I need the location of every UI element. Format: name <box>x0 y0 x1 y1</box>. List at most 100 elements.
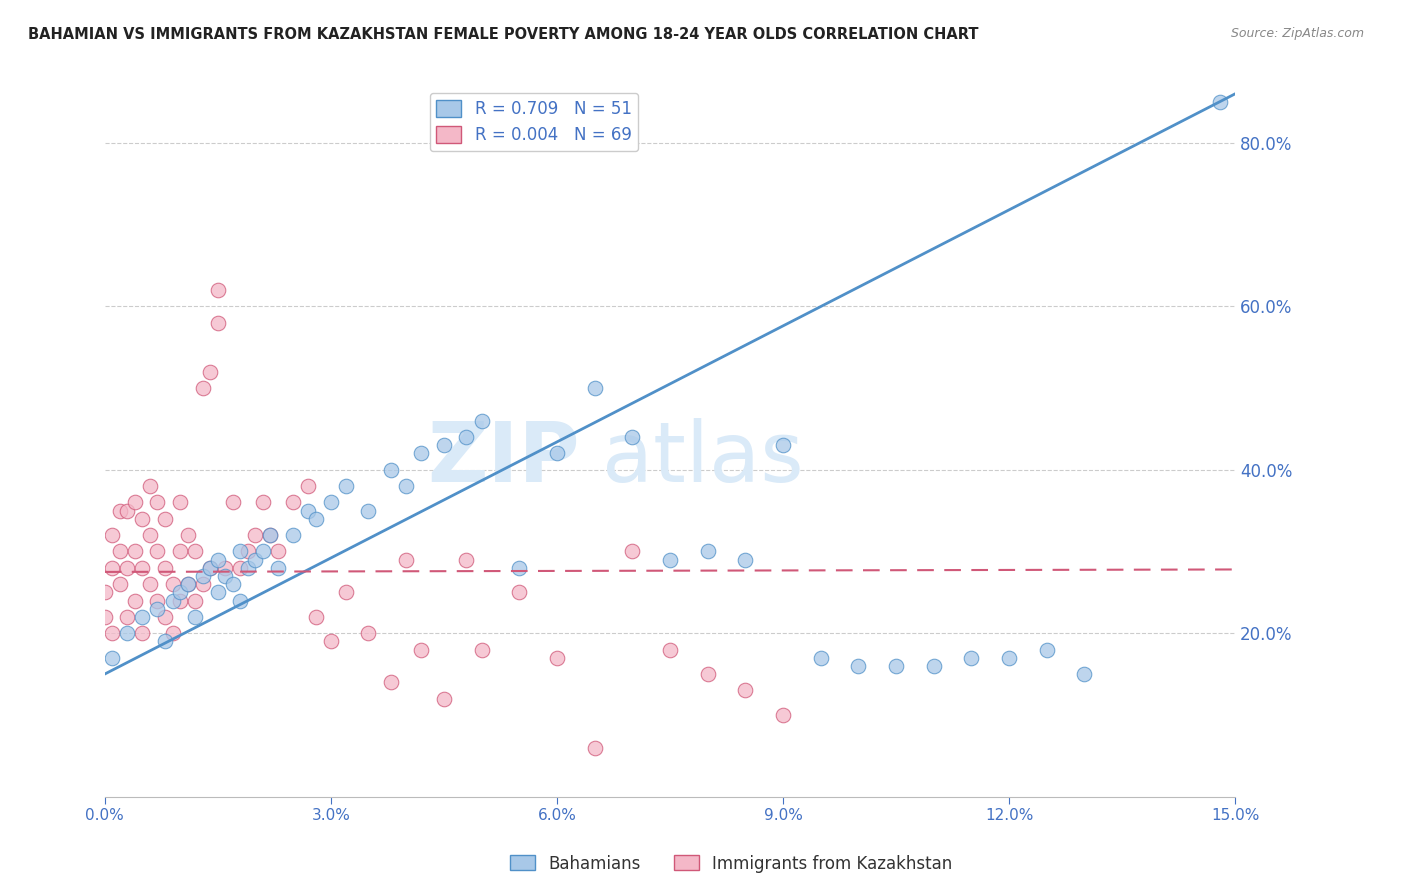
Point <box>884 659 907 673</box>
Point <box>696 667 718 681</box>
Point <box>998 650 1021 665</box>
Point <box>772 708 794 723</box>
Point <box>583 740 606 755</box>
Point <box>281 495 304 509</box>
Point <box>146 495 169 509</box>
Point <box>229 561 252 575</box>
Point <box>162 626 184 640</box>
Point <box>470 414 492 428</box>
Point <box>848 659 870 673</box>
Point <box>380 675 402 690</box>
Point <box>357 503 380 517</box>
Point <box>380 463 402 477</box>
Point <box>259 528 281 542</box>
Point <box>139 479 162 493</box>
Point <box>176 528 198 542</box>
Point <box>117 610 139 624</box>
Point <box>214 561 236 575</box>
Point <box>108 503 131 517</box>
Point <box>297 479 319 493</box>
Point <box>734 552 756 566</box>
Point <box>245 552 267 566</box>
Point <box>93 585 115 599</box>
Point <box>207 552 229 566</box>
Point <box>162 577 184 591</box>
Point <box>101 528 124 542</box>
Point <box>198 365 221 379</box>
Point <box>229 544 252 558</box>
Point <box>583 381 606 395</box>
Point <box>297 503 319 517</box>
Point <box>131 610 153 624</box>
Point <box>131 512 153 526</box>
Point <box>236 561 259 575</box>
Point <box>696 544 718 558</box>
Point <box>658 642 681 657</box>
Point <box>335 479 357 493</box>
Point <box>222 577 245 591</box>
Point <box>101 561 124 575</box>
Point <box>169 593 191 607</box>
Point <box>772 438 794 452</box>
Point <box>621 430 644 444</box>
Point <box>124 593 146 607</box>
Point <box>101 626 124 640</box>
Point <box>146 593 169 607</box>
Text: atlas: atlas <box>602 418 804 500</box>
Point <box>252 544 274 558</box>
Point <box>139 577 162 591</box>
Point <box>198 561 221 575</box>
Point <box>207 283 229 297</box>
Text: BAHAMIAN VS IMMIGRANTS FROM KAZAKHSTAN FEMALE POVERTY AMONG 18-24 YEAR OLDS CORR: BAHAMIAN VS IMMIGRANTS FROM KAZAKHSTAN F… <box>28 27 979 42</box>
Point <box>922 659 945 673</box>
Point <box>207 316 229 330</box>
Point <box>117 626 139 640</box>
Point <box>101 650 124 665</box>
Point <box>267 544 290 558</box>
Point <box>153 561 176 575</box>
Point <box>319 495 342 509</box>
Point <box>153 634 176 648</box>
Point <box>229 593 252 607</box>
Point <box>357 626 380 640</box>
Point <box>131 561 153 575</box>
Point <box>184 593 207 607</box>
Point <box>198 561 221 575</box>
Point <box>395 552 418 566</box>
Point <box>1209 95 1232 109</box>
Point <box>810 650 832 665</box>
Point <box>411 642 433 657</box>
Point <box>1073 667 1095 681</box>
Point <box>191 577 214 591</box>
Point <box>176 577 198 591</box>
Point <box>433 438 456 452</box>
Point <box>108 544 131 558</box>
Point <box>169 495 191 509</box>
Point <box>319 634 342 648</box>
Point <box>93 610 115 624</box>
Point <box>395 479 418 493</box>
Point <box>214 569 236 583</box>
Point <box>184 544 207 558</box>
Point <box>184 610 207 624</box>
Legend: R = 0.709   N = 51, R = 0.004   N = 69: R = 0.709 N = 51, R = 0.004 N = 69 <box>430 93 638 151</box>
Legend: Bahamians, Immigrants from Kazakhstan: Bahamians, Immigrants from Kazakhstan <box>503 848 959 880</box>
Point <box>305 512 328 526</box>
Point <box>124 495 146 509</box>
Point <box>117 561 139 575</box>
Point <box>411 446 433 460</box>
Point <box>470 642 492 657</box>
Point <box>621 544 644 558</box>
Point <box>546 650 568 665</box>
Point <box>191 569 214 583</box>
Point <box>245 528 267 542</box>
Point <box>162 593 184 607</box>
Point <box>131 626 153 640</box>
Point <box>191 381 214 395</box>
Point <box>305 610 328 624</box>
Point <box>267 561 290 575</box>
Point <box>252 495 274 509</box>
Point <box>139 528 162 542</box>
Point <box>153 610 176 624</box>
Point <box>124 544 146 558</box>
